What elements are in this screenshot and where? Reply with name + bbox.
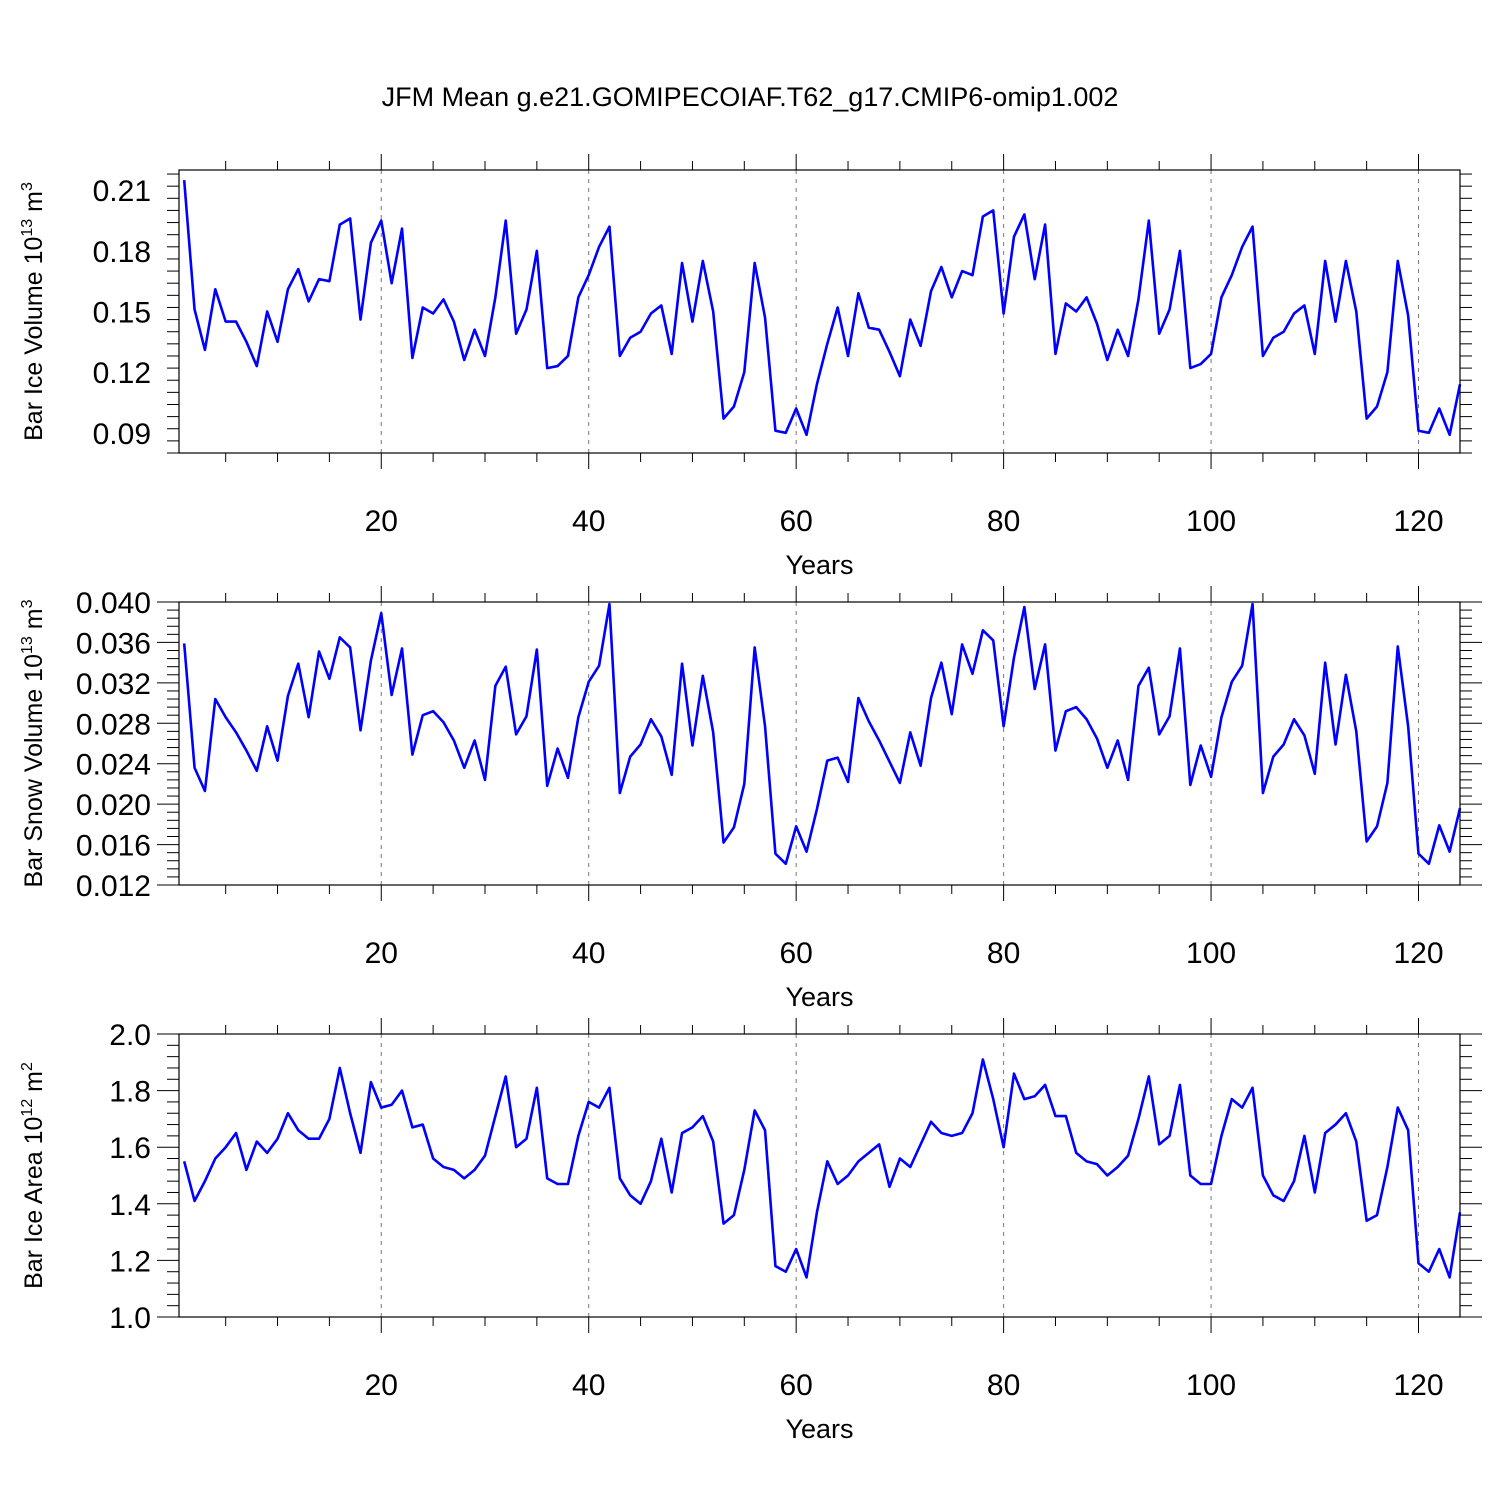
chart-1-y-tick-label: 0.020 (76, 789, 151, 822)
chart-0-x-tick-label: 20 (365, 505, 398, 538)
chart-1-y-axis-label: Bar Snow Volume 1013 m3 (19, 599, 48, 887)
chart-1-y-tick-label: 0.032 (76, 668, 151, 701)
chart-2-y-axis-label-unit: m (20, 1071, 48, 1099)
chart-2-x-axis-label: Years (785, 1414, 853, 1444)
chart-0-y-tick-label: 0.21 (93, 175, 151, 208)
chart-1-x-tick-label: 40 (572, 937, 605, 970)
chart-0-y-axis-label-text: Bar Ice Volume 10 (20, 237, 48, 441)
chart-2-y-tick-label: 2.0 (109, 1019, 151, 1052)
chart-2-y-tick-label: 1.8 (109, 1076, 151, 1109)
chart-1-y-tick-label: 0.028 (76, 708, 151, 741)
chart-1-x-tick-label: 60 (779, 937, 812, 970)
chart-2-y-axis-label-power: 2 (19, 1062, 36, 1071)
chart-1-x-tick-label: 80 (987, 937, 1020, 970)
chart-0-y-tick-label: 0.15 (93, 297, 151, 330)
chart-1-x-tick-label: 100 (1186, 937, 1236, 970)
chart-2-y-tick-label: 1.4 (109, 1189, 151, 1222)
chart-2-x-tick-label: 60 (779, 1369, 812, 1402)
chart-1-x-tick-label: 120 (1393, 937, 1443, 970)
chart-1-y-tick-label: 0.024 (76, 749, 151, 782)
chart-0-y-tick-label: 0.18 (93, 236, 151, 269)
chart-0-y-axis-label: Bar Ice Volume 1013 m3 (19, 182, 48, 441)
chart-1-plot-frame (178, 601, 1461, 886)
chart-2-plot-frame (178, 1033, 1461, 1318)
chart-0-x-tick-label: 40 (572, 505, 605, 538)
chart-2-x-tick-label: 120 (1393, 1369, 1443, 1402)
chart-2-x-tick-label: 40 (572, 1369, 605, 1402)
chart-0-x-tick-label: 100 (1186, 505, 1236, 538)
chart-1-y-axis-label-power: 3 (19, 599, 36, 608)
chart-1-y-tick-label: 0.036 (76, 627, 151, 660)
chart-0-y-axis-label-exponent: 13 (19, 219, 36, 237)
chart-2-y-axis-label: Bar Ice Area 1012 m2 (19, 1062, 48, 1289)
chart-2-x-tick-label: 80 (987, 1369, 1020, 1402)
chart-2-series-line (182, 1058, 1462, 1279)
chart-2-y-axis-label-text: Bar Ice Area 10 (20, 1117, 48, 1289)
chart-2-y-axis-label-exponent: 12 (19, 1099, 36, 1117)
chart-0-y-axis-label-power: 3 (19, 182, 36, 191)
chart-0-plot-frame (178, 169, 1461, 454)
chart-1-x-axis-label: Years (785, 982, 853, 1012)
chart-0-y-tick-label: 0.09 (93, 418, 151, 451)
chart-2-x-tick-label: 20 (365, 1369, 398, 1402)
chart-0-x-tick-label: 60 (779, 505, 812, 538)
chart-2-y-tick-label: 1.2 (109, 1245, 151, 1278)
chart-1-y-axis-label-exponent: 13 (19, 636, 36, 654)
chart-1-y-axis-label-unit: m (20, 608, 48, 636)
chart-1-x-tick-label: 20 (365, 937, 398, 970)
chart-2-y-tick-label: 1.6 (109, 1132, 151, 1165)
chart-0-series-line (182, 180, 1462, 437)
chart-0-y-tick-label: 0.12 (93, 357, 151, 390)
chart-2-y-tick-label: 1.0 (109, 1302, 151, 1335)
figure-title: JFM Mean g.e21.GOMIPECOIAF.T62_g17.CMIP6… (382, 82, 1119, 112)
chart-0-x-tick-label: 120 (1393, 505, 1443, 538)
chart-1-y-tick-label: 0.016 (76, 830, 151, 863)
chart-0-x-tick-label: 80 (987, 505, 1020, 538)
chart-0-x-axis-label: Years (785, 550, 853, 580)
chart-1-y-tick-label: 0.012 (76, 870, 151, 903)
chart-1-series-line (182, 602, 1462, 866)
chart-1-y-axis-label-text: Bar Snow Volume 10 (20, 654, 48, 887)
chart-0-y-axis-label-unit: m (20, 191, 48, 219)
chart-2-x-tick-label: 100 (1186, 1369, 1236, 1402)
chart-1-y-tick-label: 0.040 (76, 587, 151, 620)
